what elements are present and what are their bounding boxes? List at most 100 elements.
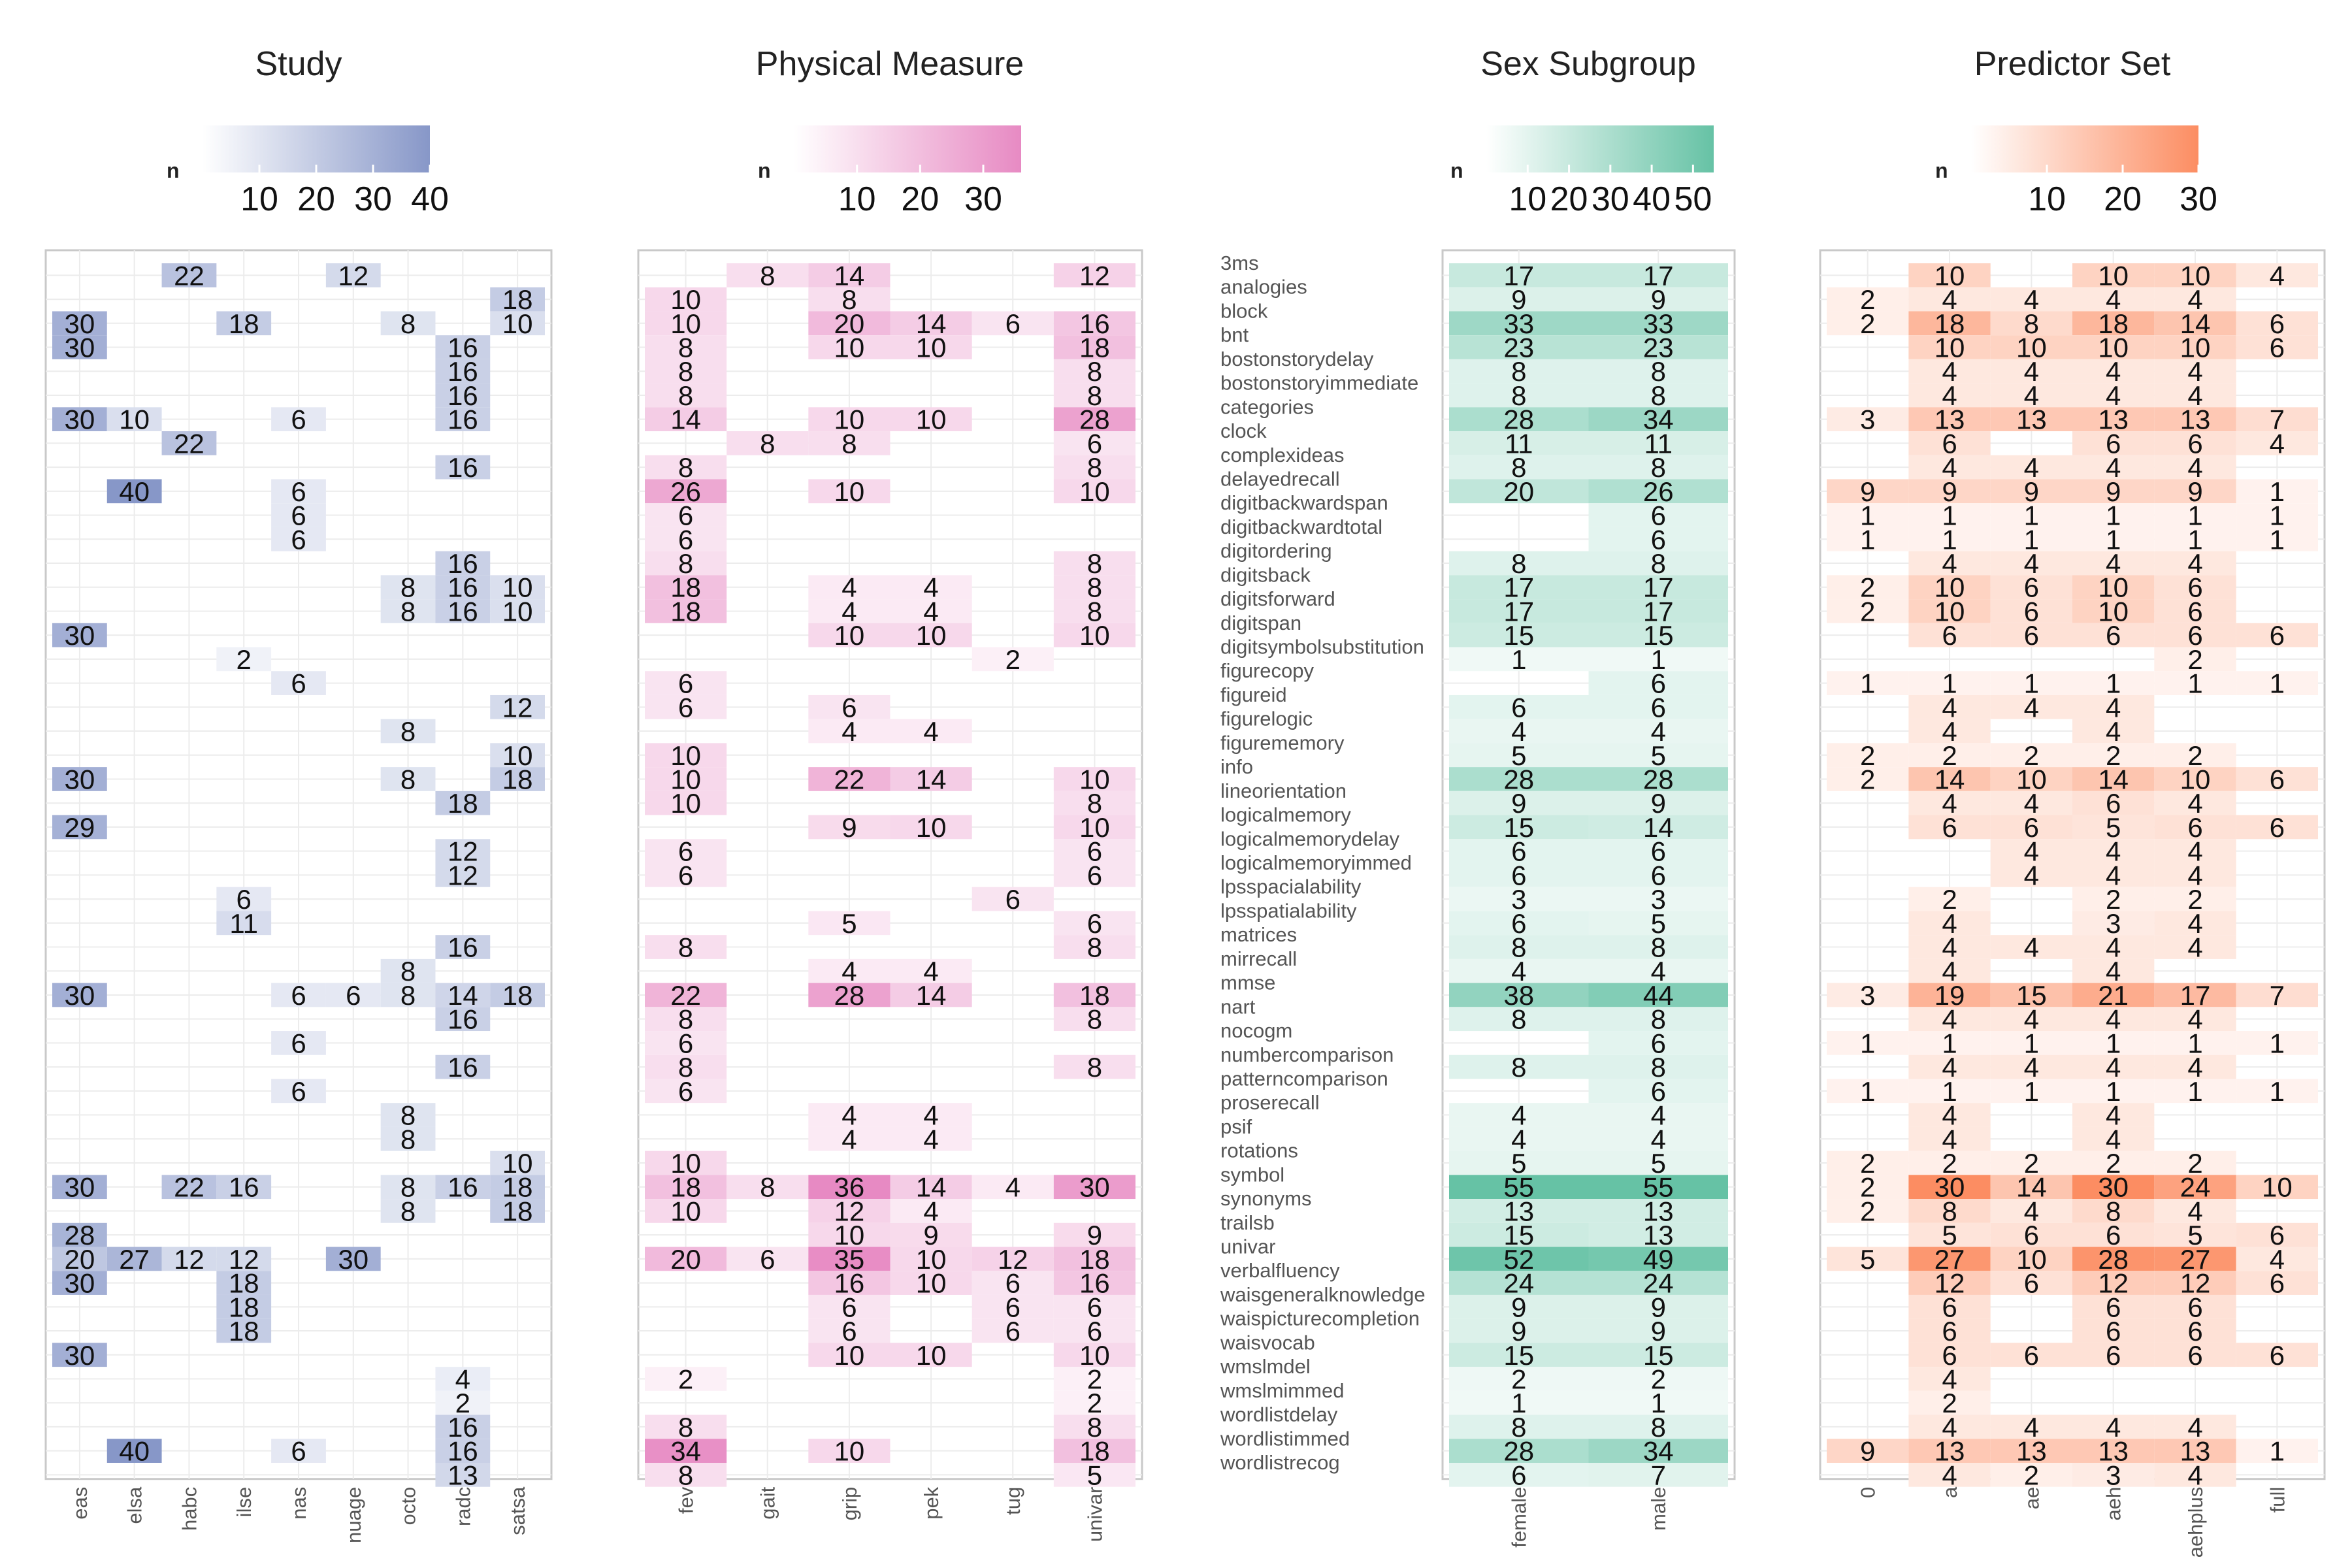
heat-cell: [2072, 743, 2155, 768]
heat-cell: [435, 455, 491, 480]
heat-cell: [1449, 287, 1589, 312]
cell-value: 14: [916, 764, 947, 794]
heat-cell: [2154, 335, 2236, 359]
legend-tick-label: 40: [1633, 180, 1671, 218]
cell-value: 2: [2187, 884, 2202, 915]
heat-cell: [1449, 743, 1589, 768]
heat-cell: [1588, 1318, 1728, 1343]
cell-value: 10: [2016, 1244, 2047, 1275]
heat-cell: [380, 958, 436, 983]
heat-cell: [1449, 383, 1589, 408]
heat-cell: [1908, 527, 1991, 551]
cell-value: 9: [2106, 476, 2121, 507]
heat-cell: [1053, 383, 1135, 408]
cell-value: 6: [1651, 1028, 1666, 1058]
cell-value: 28: [2098, 1244, 2129, 1275]
cell-value: 17: [1643, 260, 1674, 291]
row-label-block: block: [1220, 299, 1268, 322]
cell-value: 6: [1942, 1316, 1957, 1347]
heat-cell: [1990, 863, 2072, 887]
cell-value: 6: [1087, 1316, 1102, 1347]
cell-value: 28: [65, 1220, 95, 1250]
heat-cell: [1449, 335, 1589, 359]
x-tick-label: eas: [69, 1487, 91, 1520]
heat-cell: [2072, 839, 2155, 863]
cell-value: 2: [1942, 1388, 1957, 1418]
heat-cell: [645, 335, 727, 359]
cell-value: 2: [237, 644, 252, 675]
cell-value: 10: [1935, 596, 1965, 627]
heat-cell: [2072, 1031, 2155, 1055]
cell-value: 8: [678, 356, 693, 387]
cell-value: 4: [2024, 1052, 2039, 1083]
cell-value: 2: [2106, 740, 2121, 771]
heat-cell: [216, 911, 272, 936]
heat-cell: [1449, 431, 1589, 455]
heat-cell: [380, 719, 436, 743]
heat-cell: [2072, 1126, 2155, 1151]
cell-value: 18: [670, 1172, 701, 1203]
heat-cell: [1053, 1175, 1135, 1200]
heat-cell: [435, 1414, 491, 1439]
heat-cell: [1449, 575, 1589, 600]
cell-value: 4: [2187, 452, 2202, 483]
cell-value: 1: [1860, 1028, 1875, 1058]
cell-value: 8: [841, 428, 857, 459]
row-label-digitsforward: digitsforward: [1220, 587, 1335, 610]
cell-value: 4: [841, 572, 857, 603]
cell-value: 6: [1942, 1340, 1957, 1371]
cell-value: 1: [2187, 668, 2202, 699]
cell-value: 10: [1935, 333, 1965, 363]
cell-value: 2: [455, 1388, 470, 1418]
cell-value: 16: [448, 1412, 478, 1443]
cell-value: 10: [1079, 476, 1110, 507]
heat-cell: [1908, 1151, 1991, 1175]
heat-cell: [216, 311, 272, 336]
heat-cell: [161, 263, 217, 287]
cell-value: 3: [1860, 980, 1875, 1011]
x-tick-label: satsa: [506, 1486, 529, 1535]
heat-cell: [2072, 479, 2155, 504]
heat-cell: [1053, 1294, 1135, 1319]
cell-value: 4: [2106, 932, 2121, 963]
heat-cell: [1908, 1367, 1991, 1391]
heat-cell: [161, 1175, 217, 1200]
cell-value: 4: [2187, 788, 2202, 819]
heat-cell: [216, 1271, 272, 1295]
cell-value: 9: [1651, 284, 1666, 315]
row-label-patterncomparison: patterncomparison: [1220, 1067, 1388, 1090]
heat-cell: [2072, 383, 2155, 408]
cell-value: 1: [2187, 1076, 2202, 1107]
heat-cell: [2154, 383, 2236, 408]
heat-cell: [380, 599, 436, 623]
cell-value: 8: [1651, 548, 1666, 579]
cell-value: 30: [65, 308, 95, 339]
cell-value: 10: [2098, 572, 2129, 603]
cell-value: 11: [1644, 428, 1673, 459]
cell-value: 5: [1087, 1460, 1102, 1490]
cell-value: 16: [448, 333, 478, 363]
cell-value: 1: [2270, 476, 2285, 507]
cell-value: 8: [1087, 932, 1102, 963]
cell-value: 4: [2106, 716, 2121, 747]
row-label-clock: clock: [1220, 419, 1267, 442]
heat-cell: [890, 575, 972, 600]
heat-cell: [1990, 791, 2072, 815]
cell-value: 8: [1651, 1004, 1666, 1035]
heat-cell: [2154, 527, 2236, 551]
heat-cell: [645, 287, 727, 312]
heat-cell: [435, 839, 491, 863]
cell-value: 30: [65, 980, 95, 1011]
cell-value: 6: [2187, 1340, 2202, 1371]
heat-cell: [2236, 1343, 2318, 1367]
heat-cell: [2236, 431, 2318, 455]
cell-value: 8: [400, 1196, 416, 1226]
cell-value: 18: [670, 572, 701, 603]
heat-cell: [1588, 359, 1728, 384]
cell-value: 10: [502, 596, 533, 627]
cell-value: 1: [1942, 1028, 1957, 1058]
cell-value: 2: [1860, 308, 1875, 339]
cell-value: 6: [291, 1028, 306, 1058]
heat-cell: [2072, 527, 2155, 551]
heat-cell: [645, 1151, 727, 1175]
